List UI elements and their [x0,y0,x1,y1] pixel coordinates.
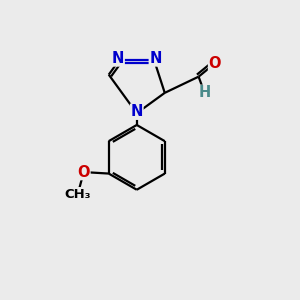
Text: N: N [149,51,162,66]
Text: O: O [77,165,90,180]
Text: H: H [198,85,211,100]
Text: CH₃: CH₃ [64,188,91,201]
Text: O: O [208,56,221,71]
Text: N: N [112,51,124,66]
Text: N: N [130,104,143,119]
